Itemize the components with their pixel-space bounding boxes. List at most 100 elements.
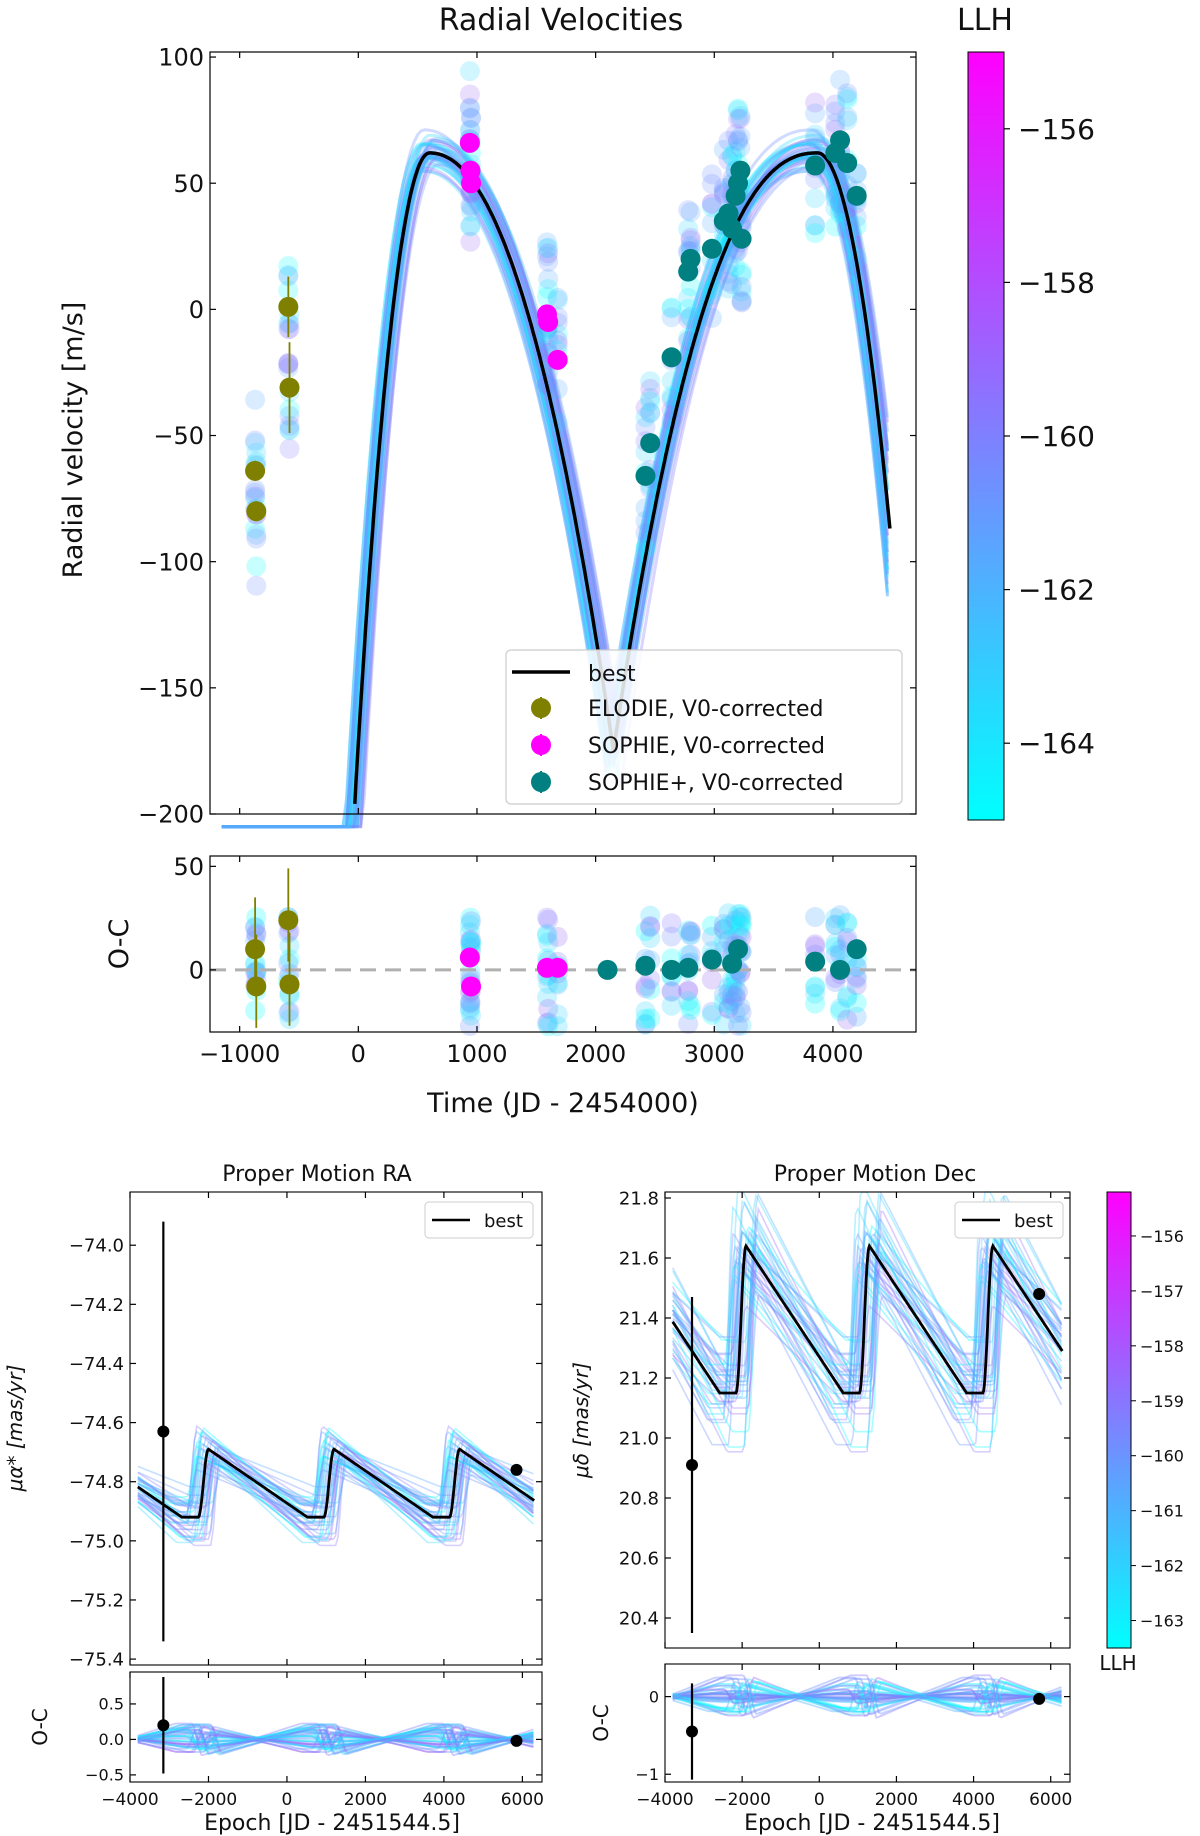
- pmdec-legend-best: best: [1014, 1211, 1053, 1232]
- rv-sample-marker: [825, 198, 846, 219]
- rv-residual-sample: [461, 932, 481, 953]
- rv-residual-sample: [731, 911, 752, 932]
- pmdec-residual-curve: [672, 1680, 1062, 1713]
- rv-sample-marker: [461, 196, 481, 217]
- rv-residual-sample: [246, 923, 267, 944]
- rv-residual-sample: [825, 937, 846, 958]
- rv-residual-xtick-label: 3000: [684, 1040, 745, 1068]
- rv-residual-sample: [837, 1009, 858, 1030]
- rv-sample-marker: [837, 83, 858, 104]
- rv-sample-marker: [678, 299, 699, 319]
- rv-residual-point: [597, 959, 618, 980]
- pmra-posterior-curve: [137, 1464, 534, 1504]
- rv-residual-sample: [825, 914, 846, 935]
- rv-residual-sample: [713, 919, 734, 940]
- pmdec-xlabel: Epoch [JD - 2451544.5]: [744, 1811, 1000, 1836]
- rv-sample-marker: [547, 334, 568, 355]
- rv-sample-marker: [718, 254, 739, 275]
- pmra-chart: Proper Motion RA −74.0−74.2−74.4−74.6−74…: [3, 1162, 544, 1836]
- pmra-residual-ytick-label: 0.5: [99, 1695, 124, 1714]
- rv-sample-marker: [680, 306, 701, 327]
- rv-residual-sample: [537, 923, 557, 944]
- pmdec-residual-curve: [672, 1680, 1062, 1713]
- pmra-posterior-curve: [137, 1430, 534, 1506]
- pmdec-residual-plot: 0 −1 −4000 −2000 0 2000 4000 6000 O-C Epoch [J…: [589, 1663, 1072, 1836]
- pmdec-title: Proper Motion Dec: [774, 1162, 977, 1187]
- pmdec-residual-curve: [672, 1693, 1062, 1701]
- rv-posterior-orbit: [221, 161, 889, 829]
- pmdec-point: [1033, 1288, 1046, 1300]
- rv-residual-sample: [830, 940, 851, 960]
- rv-residual-sample: [846, 992, 867, 1013]
- rv-point: [730, 160, 751, 181]
- pmdec-main-plot: 21.8 21.6 21.4 21.2 21.0 20.8 20.6 20.4 μδ [mas…: [569, 1188, 1071, 1649]
- rv-sample-marker: [731, 264, 752, 285]
- pmdec-residual-ytick-label: 0: [649, 1687, 659, 1706]
- rv-colorbar-ticks: −156 −158 −160 −162 −164: [1004, 113, 1095, 760]
- rv-point: [846, 185, 867, 206]
- rv-residual-xtick-label: 4000: [802, 1040, 863, 1068]
- rv-residual-sample: [805, 936, 826, 957]
- pmdec-data-points: [686, 1288, 1046, 1633]
- rv-sample-marker: [459, 84, 480, 105]
- rv-residual-sample: [461, 932, 481, 953]
- rv-sample-marker: [246, 524, 267, 545]
- pmdec-residual-curves: [672, 1674, 1062, 1719]
- rv-colorbar: LLH −156 −158 −160 −162 −164: [957, 3, 1095, 821]
- pmra-plot-frame: [129, 1191, 543, 1666]
- rv-residual-sample: [678, 920, 699, 941]
- pmdec-residual-frame: [664, 1663, 1071, 1783]
- rv-residual-point: [246, 976, 267, 997]
- pmdec-colorbar-tick-label: −159: [1140, 1392, 1184, 1411]
- rv-sample-marker: [718, 271, 739, 292]
- pmra-residual-curve: [137, 1725, 534, 1753]
- pmra-residual-curve: [137, 1734, 534, 1745]
- rv-residual-sample: [661, 981, 682, 1002]
- rv-residual-points: [245, 868, 867, 1028]
- pmra-posterior-curve: [137, 1446, 534, 1505]
- rv-sample-marker: [678, 219, 699, 239]
- rv-sample-marker: [278, 256, 299, 276]
- pmdec-colorbar-ticks: −156 −157 −158 −159 −160 −161 −162 −163: [1131, 1227, 1184, 1631]
- pmra-posterior-curve: [137, 1456, 534, 1526]
- rv-residual-point: [547, 957, 568, 978]
- rv-plot-frame: [209, 51, 917, 815]
- rv-residual-sample: [725, 979, 746, 1000]
- pmdec-posterior-curve: [671, 1256, 1063, 1453]
- pmdec-residual-curve: [672, 1681, 1062, 1712]
- pmra-residual-ytick-label: 0.0: [99, 1730, 124, 1749]
- pmdec-residual-xtick-label: −4000: [636, 1790, 694, 1810]
- rv-residual-point: [635, 955, 656, 976]
- pmdec-residual-ylabel: O-C: [589, 1704, 613, 1741]
- pmra-residual-curve: [137, 1736, 534, 1743]
- rv-residual-point: [661, 959, 682, 980]
- rv-sample-marker: [728, 108, 748, 129]
- rv-residual-sample: [278, 953, 299, 974]
- rv-posterior-orbit: [221, 152, 889, 829]
- rv-residual-sample: [461, 911, 481, 932]
- rv-sample-marker: [722, 145, 743, 166]
- rv-residual-sample: [661, 926, 682, 947]
- rv-x-ticks: [239, 52, 834, 814]
- pmdec-residual-curve: [672, 1693, 1062, 1701]
- rv-sample-marker: [718, 263, 739, 284]
- pmdec-posterior-curve: [672, 1304, 1063, 1403]
- rv-residual-ytick-label: 50: [173, 853, 204, 881]
- rv-sample-marker: [837, 89, 858, 110]
- rv-sample-marker: [805, 92, 826, 113]
- rv-residual-sample: [722, 969, 743, 990]
- pmra-best-fit-line: [137, 1447, 536, 1519]
- rv-residual-sample: [640, 979, 661, 1000]
- pmdec-residual-point: [686, 1725, 698, 1738]
- rv-point: [830, 130, 851, 151]
- pmra-residual-curve: [137, 1730, 534, 1749]
- rv-sample-marker: [460, 195, 481, 216]
- rv-sample-marker: [538, 243, 559, 264]
- pmdec-ytick-label: 21.0: [619, 1428, 659, 1449]
- rv-sample-marker: [728, 100, 748, 121]
- rv-residual-point: [461, 976, 482, 997]
- pmdec-residual-curve: [672, 1676, 1062, 1717]
- pmra-posterior-curve: [137, 1444, 534, 1540]
- rv-sample-marker: [245, 486, 266, 507]
- rv-point: [680, 248, 701, 269]
